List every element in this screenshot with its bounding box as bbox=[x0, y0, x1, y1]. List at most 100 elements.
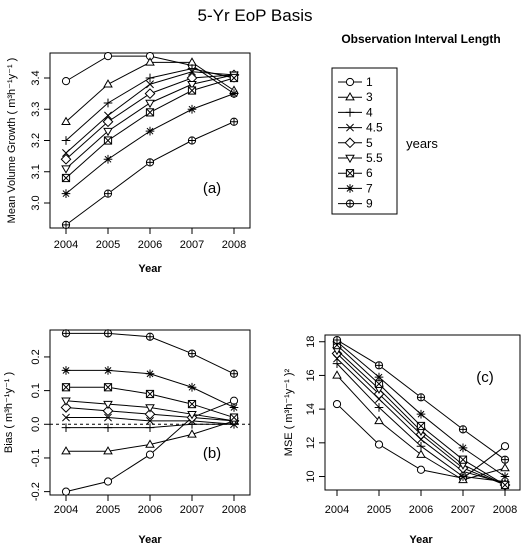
y-tick-label: 3.1 bbox=[30, 164, 42, 179]
x-tick-label: 2008 bbox=[493, 504, 517, 516]
data-point bbox=[102, 405, 114, 417]
data-point bbox=[500, 480, 510, 490]
data-point bbox=[332, 335, 342, 345]
x-tick-label: 2007 bbox=[180, 504, 204, 516]
legend-entry: 9 bbox=[338, 197, 373, 211]
y-tick-label: 0.0 bbox=[30, 417, 42, 432]
legend-entry: 4.5 bbox=[338, 121, 383, 135]
legend-label: 9 bbox=[366, 197, 373, 211]
data-point bbox=[61, 77, 71, 86]
x-axis-title: Year bbox=[138, 263, 162, 275]
data-point bbox=[103, 383, 113, 392]
y-tick-label: 3.0 bbox=[30, 195, 42, 210]
legend-entry: 1 bbox=[338, 75, 373, 89]
data-point bbox=[145, 126, 155, 136]
y-tick-label: 18 bbox=[305, 336, 317, 348]
legend-marker bbox=[345, 199, 355, 208]
data-point bbox=[104, 111, 112, 120]
y-axis-title: Mean Volume Growth ( m³h⁻¹y⁻¹ ) bbox=[6, 58, 18, 224]
legend-marker bbox=[345, 169, 355, 178]
data-point bbox=[61, 446, 71, 455]
data-point bbox=[187, 81, 197, 90]
data-point bbox=[332, 359, 342, 368]
data-point bbox=[62, 413, 70, 422]
data-point bbox=[458, 472, 468, 481]
data-point bbox=[416, 441, 426, 451]
data-point bbox=[145, 423, 155, 432]
legend-label: 3 bbox=[366, 90, 373, 104]
series-9 bbox=[61, 329, 239, 378]
data-point bbox=[188, 67, 196, 76]
y-tick-label: 3.3 bbox=[30, 102, 42, 117]
data-point bbox=[61, 189, 71, 198]
data-point bbox=[61, 487, 71, 496]
data-point bbox=[61, 423, 71, 432]
data-point bbox=[500, 455, 510, 464]
legend-marker bbox=[345, 184, 355, 193]
data-point bbox=[145, 99, 155, 109]
y-axis-title: MSE ( m³h⁻¹y⁻¹ )² bbox=[283, 368, 295, 456]
y-tick-label: 10 bbox=[305, 470, 317, 482]
data-point bbox=[332, 399, 342, 409]
legend-label: 5 bbox=[366, 136, 373, 150]
x-tick-label: 2007 bbox=[180, 239, 204, 251]
main-title: 5-Yr EoP Basis bbox=[198, 6, 313, 25]
data-point bbox=[103, 477, 113, 486]
series-4 bbox=[332, 359, 510, 486]
legend-marker bbox=[345, 92, 355, 101]
legend-marker bbox=[346, 123, 354, 132]
data-point bbox=[416, 409, 426, 419]
data-point bbox=[500, 442, 510, 451]
legend-entry: 3 bbox=[338, 90, 373, 104]
data-point bbox=[187, 410, 197, 420]
data-point bbox=[416, 393, 426, 402]
data-point bbox=[61, 383, 71, 392]
data-point bbox=[229, 403, 239, 412]
legend-entry: 6 bbox=[338, 166, 373, 180]
data-point bbox=[416, 465, 426, 474]
data-point bbox=[103, 329, 113, 338]
data-point bbox=[145, 439, 155, 448]
data-point bbox=[103, 136, 113, 145]
data-point bbox=[103, 423, 113, 432]
series-6 bbox=[61, 383, 239, 422]
data-point bbox=[374, 403, 384, 412]
panel-a: 2004 2005 2006 2007 2008 3.0 3.1 3.2 3.3 3.4 Year M… bbox=[6, 52, 251, 275]
data-point bbox=[62, 149, 70, 157]
legend-label: 7 bbox=[366, 181, 373, 195]
data-point bbox=[229, 89, 239, 98]
y-tick-label: 14 bbox=[305, 403, 317, 415]
series-6 bbox=[61, 73, 239, 183]
data-point bbox=[187, 349, 197, 358]
legend-items: 134 4.555.567 9 bbox=[338, 75, 383, 211]
data-point bbox=[144, 88, 156, 100]
data-point bbox=[187, 382, 197, 392]
data-point bbox=[61, 366, 71, 375]
legend-entry: 5.5 bbox=[338, 151, 383, 165]
data-point bbox=[500, 462, 510, 472]
data-point bbox=[145, 73, 155, 83]
data-point bbox=[61, 116, 71, 125]
legend-marker bbox=[344, 137, 356, 149]
data-point bbox=[103, 79, 113, 88]
x-tick-label: 2004 bbox=[54, 504, 78, 516]
legend-label: 4 bbox=[366, 105, 373, 119]
y-tick-label: 3.4 bbox=[30, 70, 42, 85]
data-point bbox=[144, 408, 156, 420]
y-tick-label: 0.1 bbox=[30, 383, 42, 398]
data-point bbox=[229, 117, 239, 126]
x-tick-label: 2005 bbox=[367, 504, 391, 516]
legend-unit-label: years bbox=[406, 136, 438, 151]
y-tick-label: 16 bbox=[305, 369, 317, 381]
x-axis-title: Year bbox=[409, 534, 433, 546]
x-tick-label: 2004 bbox=[54, 239, 78, 251]
data-point bbox=[145, 450, 155, 459]
data-point bbox=[103, 154, 113, 164]
data-point bbox=[187, 136, 197, 145]
legend-title: Observation Interval Length bbox=[341, 32, 500, 46]
data-point bbox=[145, 158, 155, 167]
legend-marker bbox=[345, 154, 355, 164]
data-point bbox=[229, 413, 239, 422]
data-point bbox=[145, 332, 155, 341]
